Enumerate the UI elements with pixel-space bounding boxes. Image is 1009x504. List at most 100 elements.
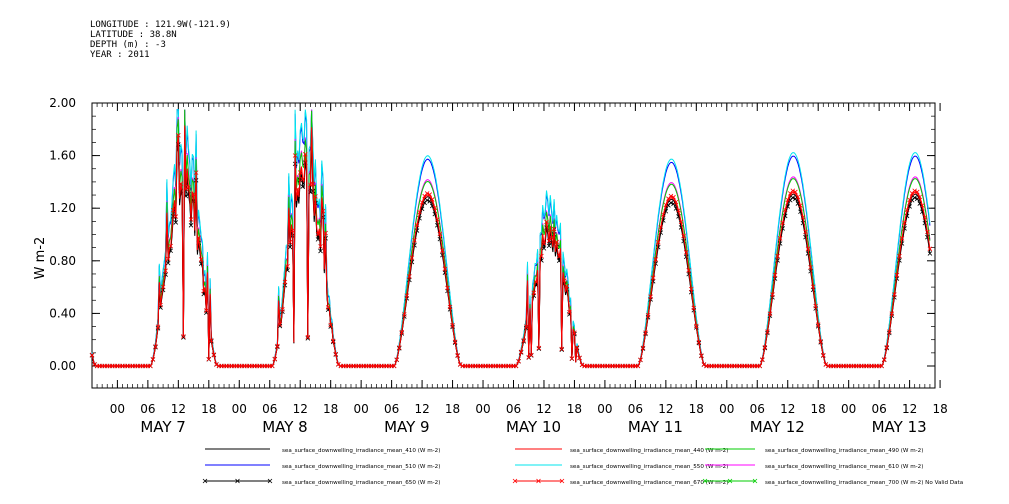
series-marker <box>914 196 920 202</box>
series-line <box>91 130 931 367</box>
series-marker <box>780 220 785 226</box>
series-marker <box>455 353 460 358</box>
series-marker <box>793 196 798 202</box>
series-marker <box>287 239 293 245</box>
series-marker <box>795 194 801 200</box>
series-marker <box>760 357 765 362</box>
series-marker <box>653 257 658 262</box>
series-marker <box>521 338 526 343</box>
series-marker <box>688 286 694 292</box>
depth-line: DEPTH (m) : -3 <box>90 40 166 50</box>
legend-marker <box>752 478 758 484</box>
series-marker <box>917 194 923 200</box>
series-marker <box>904 207 910 213</box>
series-marker <box>907 197 912 203</box>
x-tick-label: 12 <box>293 402 308 416</box>
series-marker <box>518 349 524 355</box>
series-marker <box>170 207 176 213</box>
series-marker <box>282 279 288 285</box>
series-marker <box>549 235 554 240</box>
series-marker <box>559 346 565 352</box>
series-marker <box>887 329 892 334</box>
series-marker <box>297 170 303 175</box>
series-marker <box>287 244 293 250</box>
series-marker <box>158 302 163 308</box>
x-tick-label: 18 <box>567 402 582 416</box>
series-marker <box>696 339 702 345</box>
series-marker <box>440 248 445 253</box>
series-marker <box>823 362 829 367</box>
series-marker <box>188 217 194 222</box>
series-marker <box>168 243 173 249</box>
legend-label: sea_surface_downwelling_irradiance_mean_… <box>570 480 728 486</box>
x-tick-label: 18 <box>445 402 460 416</box>
series-marker <box>315 231 321 237</box>
series-marker <box>650 275 656 281</box>
series-marker <box>513 363 519 369</box>
series-marker <box>701 362 707 367</box>
series-marker <box>927 251 933 256</box>
series-marker <box>775 258 780 263</box>
series-marker <box>186 184 191 190</box>
series-marker <box>544 219 549 225</box>
x-day-label: MAY 11 <box>628 418 683 436</box>
series-marker <box>790 195 796 200</box>
x-tick-label: 18 <box>811 402 826 416</box>
legend-marker <box>202 478 208 484</box>
legend-marker <box>512 478 518 484</box>
series-marker <box>686 268 691 273</box>
x-day-label: MAY 8 <box>262 418 308 436</box>
series-marker <box>815 322 821 327</box>
series-marker <box>663 202 669 208</box>
series-marker <box>645 313 651 318</box>
series-marker <box>699 353 704 358</box>
x-tick-label: 00 <box>232 402 247 416</box>
series-marker <box>567 309 572 315</box>
series-marker <box>181 335 186 340</box>
series-marker <box>579 362 585 368</box>
series-marker <box>920 203 925 208</box>
series-marker <box>325 305 331 310</box>
series-marker <box>206 356 212 362</box>
series-marker <box>280 307 285 312</box>
series-marker <box>800 214 806 220</box>
series-marker <box>191 192 196 197</box>
series-marker <box>336 362 341 367</box>
series-marker <box>902 220 907 226</box>
series-marker <box>577 355 582 361</box>
series-marker <box>562 278 567 283</box>
series-marker <box>391 363 397 369</box>
series-marker <box>165 260 171 266</box>
series-marker <box>564 283 570 289</box>
series-marker <box>181 334 186 339</box>
series-marker <box>879 363 884 369</box>
longitude-line: LONGITUDE : 121.9W(-121.9) <box>90 20 231 30</box>
series-marker <box>92 362 97 367</box>
series-marker <box>528 352 534 358</box>
series-marker <box>523 324 529 329</box>
axes: 00 06 12 18 00 06 12 18 00 06 12 18 00 06 12 18 00 06 12 18… <box>33 96 948 436</box>
series-marker <box>404 293 410 298</box>
series-marker <box>551 226 557 232</box>
series-marker <box>193 170 199 175</box>
series-marker <box>790 188 796 194</box>
series-marker <box>269 363 275 369</box>
series-marker <box>396 345 402 350</box>
series-marker <box>300 176 306 182</box>
series-marker <box>805 251 811 256</box>
series-line <box>91 127 931 367</box>
x-tick-label: 00 <box>719 402 734 416</box>
series-marker <box>925 229 930 235</box>
x-tick-label: 00 <box>354 402 369 416</box>
series-line <box>91 109 931 367</box>
series-marker <box>671 194 676 200</box>
series-line <box>91 134 931 367</box>
legend-marker <box>702 478 708 484</box>
series-marker <box>305 334 311 340</box>
series-marker <box>447 304 453 310</box>
series-marker <box>437 231 443 237</box>
series-marker <box>546 238 552 244</box>
legend-marker <box>536 478 541 484</box>
series-marker <box>638 357 643 363</box>
x-tick-label: 12 <box>902 402 917 416</box>
